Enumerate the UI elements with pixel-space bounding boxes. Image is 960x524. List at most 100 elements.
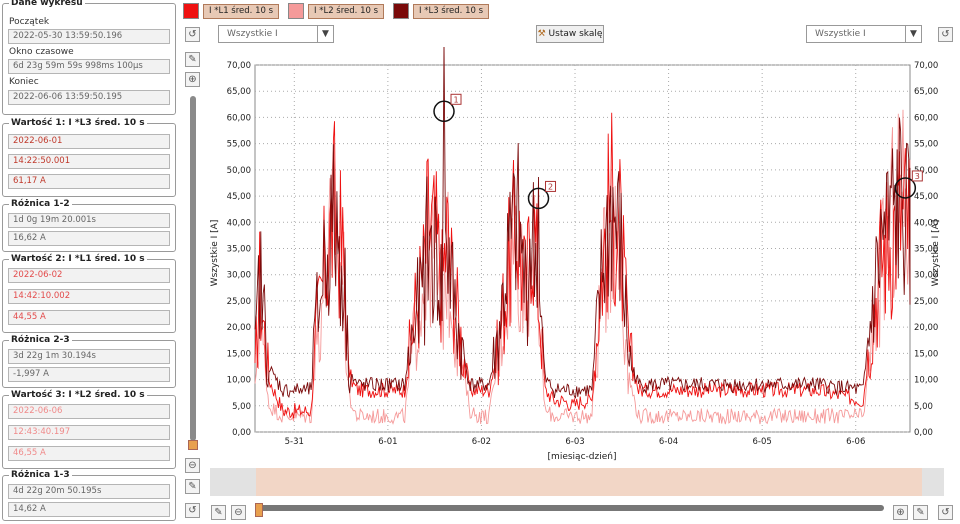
x-tick-label: 6-01 bbox=[378, 437, 397, 447]
value3-title: Wartość 3: I *L2 śred. 10 s bbox=[9, 390, 147, 400]
y-tick-label-right: 65,00 bbox=[914, 87, 938, 97]
value2-time[interactable]: 14:42:10.002 bbox=[8, 289, 170, 304]
window-field[interactable]: 6d 23g 59m 59s 998ms 100µs bbox=[8, 59, 170, 74]
x-tick-label: 6-02 bbox=[472, 437, 491, 447]
value1-date[interactable]: 2022-06-01 bbox=[8, 134, 170, 149]
y-tick-label-left: 15,00 bbox=[227, 349, 251, 359]
diff13-time[interactable]: 4d 22g 20m 50.195s bbox=[8, 484, 170, 499]
x-tick-label: 6-06 bbox=[846, 437, 865, 447]
diff23-time[interactable]: 3d 22g 1m 30.194s bbox=[8, 349, 170, 364]
y-tick-label-right: 5,00 bbox=[914, 402, 933, 412]
marker-label: 2 bbox=[548, 182, 553, 191]
y-tick-label-left: 0,00 bbox=[232, 428, 251, 438]
diff12-group: Różnica 1-2 1d 0g 19m 20.001s 16,62 A bbox=[2, 199, 176, 252]
marker-circle bbox=[527, 187, 550, 210]
y-tick-label-right: 45,00 bbox=[914, 192, 938, 202]
edit-icon[interactable]: ✎ bbox=[185, 52, 200, 67]
value3-value[interactable]: 46,55 A bbox=[8, 446, 170, 461]
scale-icon: ⚒ bbox=[537, 29, 546, 39]
y-tick-label-left: 25,00 bbox=[227, 297, 251, 307]
marker-box bbox=[545, 180, 557, 192]
y-tick-label-left: 60,00 bbox=[227, 113, 251, 123]
value3-group: Wartość 3: I *L2 śred. 10 s 2022-06-06 1… bbox=[2, 390, 176, 469]
plot-area bbox=[254, 64, 911, 433]
value1-value[interactable]: 61,17 A bbox=[8, 174, 170, 189]
diff23-value[interactable]: -1,997 A bbox=[8, 367, 170, 382]
zoom-out-icon-bottom[interactable]: ⊖ bbox=[231, 505, 246, 520]
series-lines bbox=[254, 47, 911, 425]
value2-group: Wartość 2: I *L1 śred. 10 s 2022-06-02 1… bbox=[2, 254, 176, 333]
chevron-down-icon: ▼ bbox=[317, 26, 333, 42]
value2-date[interactable]: 2022-06-02 bbox=[8, 268, 170, 283]
y-tick-label-left: 40,00 bbox=[227, 218, 251, 228]
right-y-axis-label: Wszystkie I [A] bbox=[931, 220, 941, 287]
y-tick-label-right: 40,00 bbox=[914, 218, 938, 228]
diff12-value[interactable]: 16,62 A bbox=[8, 231, 170, 246]
start-field[interactable]: 2022-05-30 13:59:50.196 bbox=[8, 29, 170, 44]
y-tick-label-right: 0,00 bbox=[914, 428, 933, 438]
left-axis-select[interactable]: Wszystkie I ▼ bbox=[218, 25, 334, 43]
window-label: Okno czasowe bbox=[9, 47, 74, 57]
set-scale-button[interactable]: ⚒ Ustaw skalę bbox=[536, 25, 604, 43]
zoom-in-icon[interactable]: ⊕ bbox=[185, 72, 200, 87]
zoom-in-icon-bottom[interactable]: ⊕ bbox=[893, 505, 908, 520]
left-panel: Dane wykresu Początek 2022-05-30 13:59:5… bbox=[0, 0, 178, 524]
marker-circle bbox=[894, 177, 917, 199]
right-axis-select[interactable]: Wszystkie I ▼ bbox=[806, 25, 922, 43]
y-tick-label-left: 10,00 bbox=[227, 376, 251, 386]
chevron-down-icon: ▼ bbox=[905, 26, 921, 42]
series-line-1 bbox=[254, 112, 911, 419]
y-tick-label-right: 30,00 bbox=[914, 271, 938, 281]
value1-title: Wartość 1: I *L3 śred. 10 s bbox=[9, 118, 147, 128]
horizontal-scrollbar[interactable] bbox=[258, 505, 884, 511]
right-axis-select-value: Wszystkie I bbox=[815, 29, 866, 39]
series-line-2 bbox=[254, 109, 911, 425]
marker-circle bbox=[433, 100, 455, 123]
series-line-3 bbox=[254, 47, 911, 399]
value1-time[interactable]: 14:22:50.001 bbox=[8, 154, 170, 169]
vertical-scroll-thumb[interactable] bbox=[188, 440, 198, 450]
horizontal-scroll-thumb[interactable] bbox=[255, 503, 263, 517]
legend-label-l3: I *L3 śred. 10 s bbox=[413, 4, 490, 19]
y-tick-label-left: 70,00 bbox=[227, 61, 251, 71]
left-y-tick-labels: 0,00 5,00 10,00 15,00 20,00 25,00 30,00 35,00 40… bbox=[227, 61, 251, 438]
reset-icon-2[interactable]: ↺ bbox=[185, 503, 200, 518]
y-tick-label-right: 15,00 bbox=[914, 349, 938, 359]
y-tick-label-left: 65,00 bbox=[227, 87, 251, 97]
diff12-title: Różnica 1-2 bbox=[9, 199, 72, 209]
right-y-tick-labels: 0,00 5,00 10,00 15,00 20,00 25,00 30,00 35,00 40… bbox=[914, 61, 938, 438]
reset-icon[interactable]: ↺ bbox=[185, 27, 200, 42]
diff13-value[interactable]: 14,62 A bbox=[8, 502, 170, 517]
overview-band[interactable] bbox=[210, 468, 944, 496]
y-tick-label-right: 60,00 bbox=[914, 113, 938, 123]
zoom-out-icon[interactable]: ⊖ bbox=[185, 458, 200, 473]
y-tick-label-right: 35,00 bbox=[914, 245, 938, 255]
y-tick-label-left: 50,00 bbox=[227, 166, 251, 176]
diff12-time[interactable]: 1d 0g 19m 20.001s bbox=[8, 213, 170, 228]
edit-icon-2[interactable]: ✎ bbox=[185, 479, 200, 494]
value2-value[interactable]: 44,55 A bbox=[8, 310, 170, 325]
vertical-scrollbar[interactable] bbox=[190, 96, 196, 441]
edit-icon-bottom-right[interactable]: ✎ bbox=[913, 505, 928, 520]
group-title: Dane wykresu bbox=[9, 0, 85, 8]
x-tick-label: 6-05 bbox=[753, 437, 772, 447]
overview-selection[interactable] bbox=[256, 468, 922, 496]
edit-icon-bottom[interactable]: ✎ bbox=[211, 505, 226, 520]
marker-box bbox=[911, 170, 923, 182]
line-chart[interactable]: 0,005,0010,0015,0020,0025,0030,0035,0040… bbox=[207, 47, 947, 467]
value3-time[interactable]: 12:43:40.197 bbox=[8, 425, 170, 440]
y-tick-label-left: 55,00 bbox=[227, 140, 251, 150]
reset-icon-right[interactable]: ↺ bbox=[938, 27, 953, 42]
x-tick-label: 6-03 bbox=[565, 437, 584, 447]
value3-date[interactable]: 2022-06-06 bbox=[8, 404, 170, 419]
y-tick-label-left: 45,00 bbox=[227, 192, 251, 202]
x-tick-label: 6-04 bbox=[659, 437, 678, 447]
marker-label: 3 bbox=[915, 172, 920, 181]
y-tick-label-right: 55,00 bbox=[914, 140, 938, 150]
legend-swatch-l3 bbox=[393, 3, 409, 19]
reset-icon-bottom[interactable]: ↺ bbox=[938, 505, 953, 520]
y-tick-label-right: 20,00 bbox=[914, 323, 938, 333]
value2-title: Wartość 2: I *L1 śred. 10 s bbox=[9, 254, 147, 264]
end-field[interactable]: 2022-06-06 13:59:50.195 bbox=[8, 90, 170, 105]
diff23-title: Różnica 2-3 bbox=[9, 335, 72, 345]
